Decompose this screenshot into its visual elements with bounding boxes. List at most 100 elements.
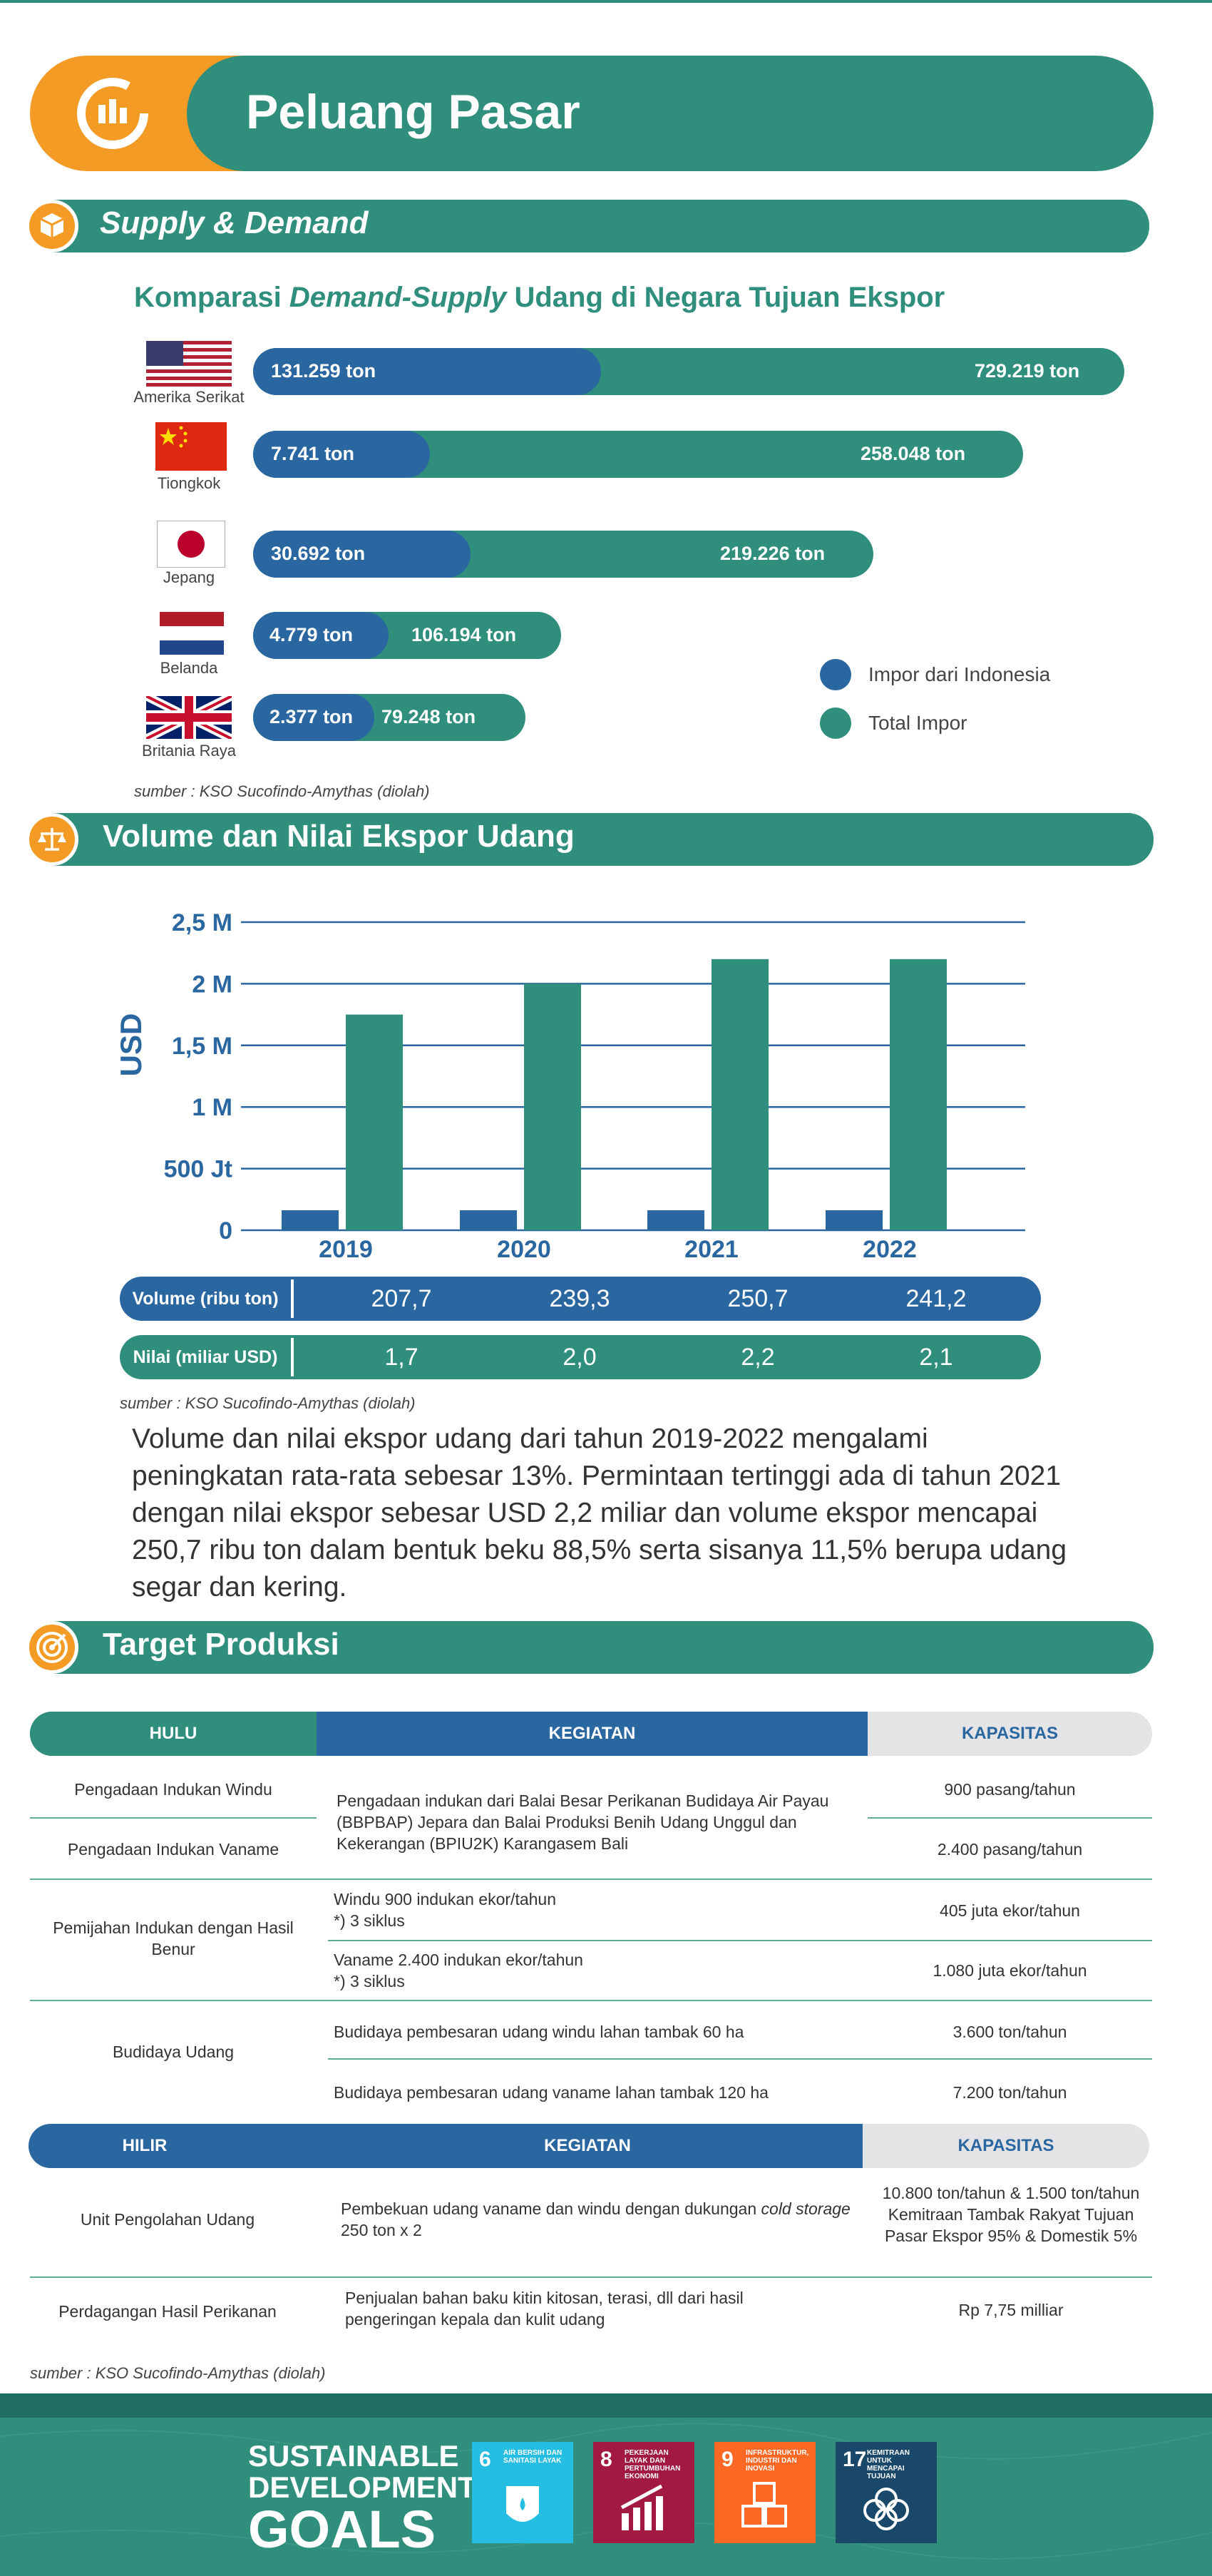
capacity-value: 900 pasang/tahun: [944, 1780, 1076, 1799]
row-separator: [291, 1338, 294, 1376]
x-tick-label: 2019: [319, 1236, 373, 1263]
source-note: sumber : KSO Sucofindo-Amythas (diolah): [30, 2364, 326, 2382]
activity-note: *) 3 siklus: [334, 1911, 405, 1930]
section-bar-supply-demand: [29, 200, 1149, 252]
total-value: 106.194 ton: [411, 624, 517, 645]
page-title: Peluang Pasar: [246, 85, 580, 139]
import-indonesia-bar: [253, 348, 601, 395]
capacity-value: 10.800 ton/tahun & 1.500 ton/tahun Kemit…: [882, 2184, 1140, 2245]
activity-text: Windu 900 indukan ekor/tahun: [334, 1890, 556, 1908]
volume-value: 250,7: [727, 1284, 789, 1312]
volume-row: Volume (ribu ton) 207,7 239,3 250,7 241,…: [120, 1277, 1041, 1321]
row-divider: [30, 1879, 1152, 1880]
header-kegiatan: KEGIATAN: [548, 1724, 636, 1743]
import-indonesia-bar: [253, 431, 430, 478]
import-indonesia-bar: [253, 612, 389, 659]
hulu-item: Pengadaan Indukan Windu: [74, 1780, 272, 1799]
uk-flag-icon: [146, 696, 232, 739]
china-flag-icon: [155, 422, 227, 471]
target-icon: [26, 1621, 78, 1674]
netherlands-flag-icon: [160, 612, 224, 655]
activity-text: Pengadaan indukan dari Balai Besar Perik…: [337, 1792, 829, 1853]
box-icon: [26, 200, 78, 252]
scale-icon: [26, 813, 78, 866]
row-divider: [328, 1940, 1152, 1941]
import-value: 30.692 ton: [271, 543, 366, 564]
activity-text: Penjualan bahan baku kitin kitosan, tera…: [345, 2289, 744, 2329]
row-divider: [30, 2000, 1152, 2001]
hilir-header-main: [29, 2124, 863, 2168]
total-value: 258.048 ton: [861, 443, 966, 464]
value-bar: [712, 959, 769, 1230]
legend-label-import: Impor dari Indonesia: [868, 663, 1051, 685]
export-description: Volume dan nilai ekspor udang dari tahun…: [132, 1424, 1067, 1603]
section-bar-export: [29, 813, 1154, 866]
country-label: Amerika Serikat: [133, 388, 245, 406]
legend-label-total: Total Impor: [868, 712, 967, 734]
y-tick-label: 2 M: [192, 971, 232, 998]
legend-dot-total: [820, 707, 851, 739]
export-value: 2,1: [919, 1343, 953, 1371]
section-bar-production: [29, 1621, 1154, 1674]
section-title-export: Volume dan Nilai Ekspor Udang: [103, 819, 575, 854]
capacity-value: Rp 7,75 milliar: [958, 2301, 1064, 2319]
activity-text: Budidaya pembesaran udang windu lahan ta…: [334, 2023, 744, 2041]
japan-flag-icon: [157, 521, 225, 568]
y-tick-label: 1,5 M: [172, 1033, 232, 1060]
row-divider: [30, 2276, 1152, 2278]
capacity-value: 3.600 ton/tahun: [952, 2023, 1067, 2041]
header-kapasitas: KAPASITAS: [957, 2136, 1054, 2155]
volume-label: Volume (ribu ton): [132, 1288, 279, 1309]
source-note: sumber : KSO Sucofindo-Amythas (diolah): [134, 782, 430, 800]
capacity-value: 1.080 juta ekor/tahun: [933, 1961, 1087, 1980]
header-green-pill: [187, 56, 1154, 171]
market-chart-icon: [77, 78, 148, 149]
header-kegiatan: KEGIATAN: [544, 2136, 631, 2155]
comparison-title: Komparasi Demand-Supply Udang di Negara …: [134, 282, 945, 313]
header-hulu: HULU: [149, 1724, 197, 1743]
total-value: 729.219 ton: [975, 360, 1080, 382]
y-tick-label: 2,5 M: [172, 909, 232, 936]
import-value: 2.377 ton: [269, 706, 354, 727]
volume-value: 239,3: [549, 1284, 610, 1312]
country-label: Jepang: [163, 568, 215, 586]
volume-bar: [460, 1210, 517, 1230]
top-border-line: [0, 0, 1212, 3]
activity-text: Pembekuan udang vaname dan windu dengan …: [341, 2199, 851, 2239]
hulu-item: Pemijahan Indukan dengan Hasil Benur: [53, 1918, 294, 1958]
export-value: 2,2: [741, 1343, 775, 1371]
x-tick-label: 2021: [684, 1236, 739, 1263]
value-label: Nilai (miliar USD): [133, 1346, 278, 1367]
value-bar: [346, 1014, 403, 1230]
y-axis-label: USD: [114, 1013, 148, 1077]
header-hilir: HILIR: [122, 2136, 168, 2155]
y-tick-label: 0: [219, 1217, 232, 1244]
source-note: sumber : KSO Sucofindo-Amythas (diolah): [120, 1394, 416, 1412]
section-title-production: Target Produksi: [103, 1627, 339, 1662]
x-tick-label: 2022: [863, 1236, 917, 1263]
import-value: 4.779 ton: [269, 624, 354, 645]
y-tick-label: 500 Jt: [164, 1156, 232, 1183]
activity-note: *) 3 siklus: [334, 1972, 405, 1990]
volume-value: 207,7: [371, 1284, 432, 1312]
x-tick-label: 2020: [497, 1236, 551, 1263]
volume-bar: [282, 1210, 339, 1230]
y-tick-label: 1 M: [192, 1094, 232, 1121]
row-divider: [30, 1817, 317, 1819]
hilir-item: Unit Pengolahan Udang: [80, 2210, 255, 2229]
country-label: Belanda: [160, 659, 218, 677]
country-label: Britania Raya: [141, 742, 237, 760]
activity-text: Vaname 2.400 indukan ekor/tahun: [334, 1951, 583, 1969]
sdg-goal-9-icon: 9 INFRASTRUKTUR, INDUSTRI DAN INOVASI: [714, 2442, 816, 2543]
import-value: 131.259 ton: [271, 360, 376, 382]
header-kapasitas: KAPASITAS: [961, 1724, 1059, 1743]
import-indonesia-bar: [253, 531, 471, 578]
sdg-goal-6-icon: 6 AIR BERSIH DAN SANITASI LAYAK: [472, 2442, 573, 2543]
capacity-value: 405 juta ekor/tahun: [940, 1901, 1080, 1920]
hulu-item: Pengadaan Indukan Vaname: [67, 1840, 279, 1859]
volume-bar: [826, 1210, 883, 1230]
sdg-goal-8-icon: 8 PEKERJAAN LAYAK DAN PERTUMBUHAN EKONOMI: [593, 2442, 694, 2543]
usa-flag-icon: [146, 341, 232, 387]
row-separator: [291, 1279, 294, 1318]
country-label: Tiongkok: [157, 474, 221, 492]
